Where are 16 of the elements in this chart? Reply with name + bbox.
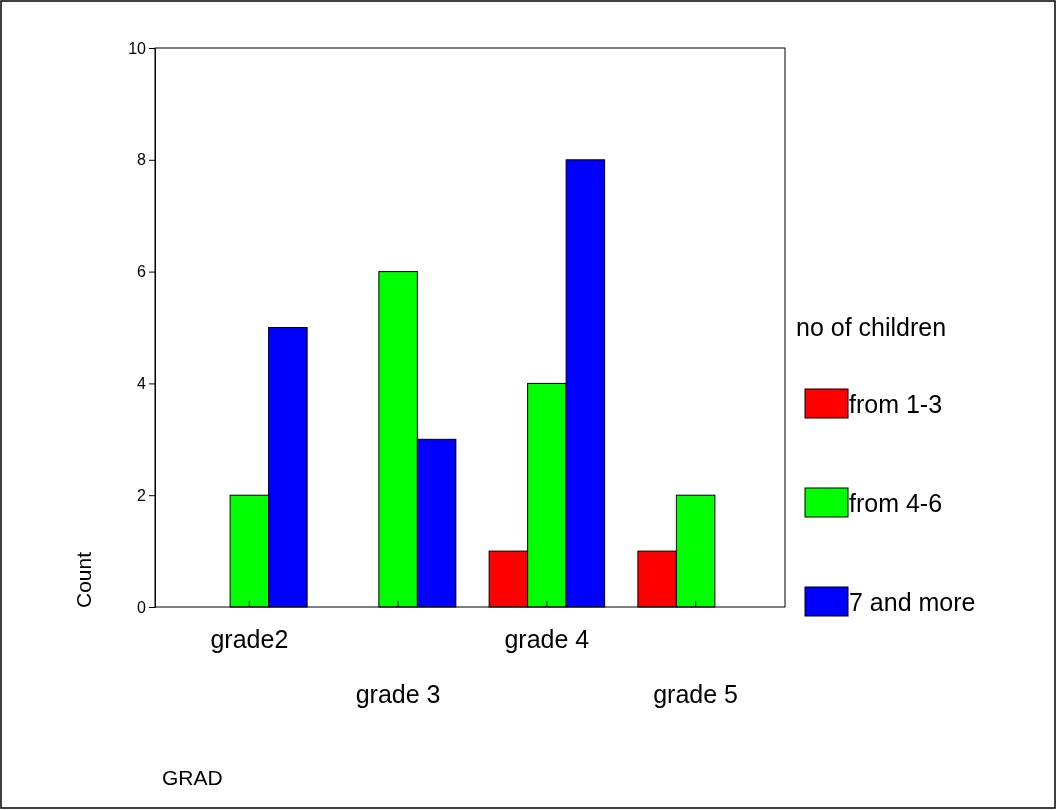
x-tick-label: grade 4	[504, 625, 590, 653]
y-tick-label: 4	[137, 375, 147, 393]
y-tick-label: 10	[128, 39, 147, 57]
y-tick-label: 0	[137, 598, 147, 616]
y-axis-title: Count	[72, 551, 95, 608]
y-tick-label: 2	[137, 486, 147, 504]
legend-label: 7 and more	[849, 588, 976, 616]
x-axis-title: GRAD	[162, 766, 223, 789]
y-tick-label: 6	[137, 263, 147, 281]
y-tick-label: 8	[137, 151, 147, 169]
x-tick-label: grade 5	[653, 680, 739, 708]
x-tick-label: grade2	[210, 625, 289, 653]
legend-label: from 4-6	[849, 489, 943, 517]
legend-title: no of children	[796, 313, 947, 341]
legend-label: from 1-3	[849, 390, 943, 418]
x-tick-label: grade 3	[355, 680, 441, 708]
